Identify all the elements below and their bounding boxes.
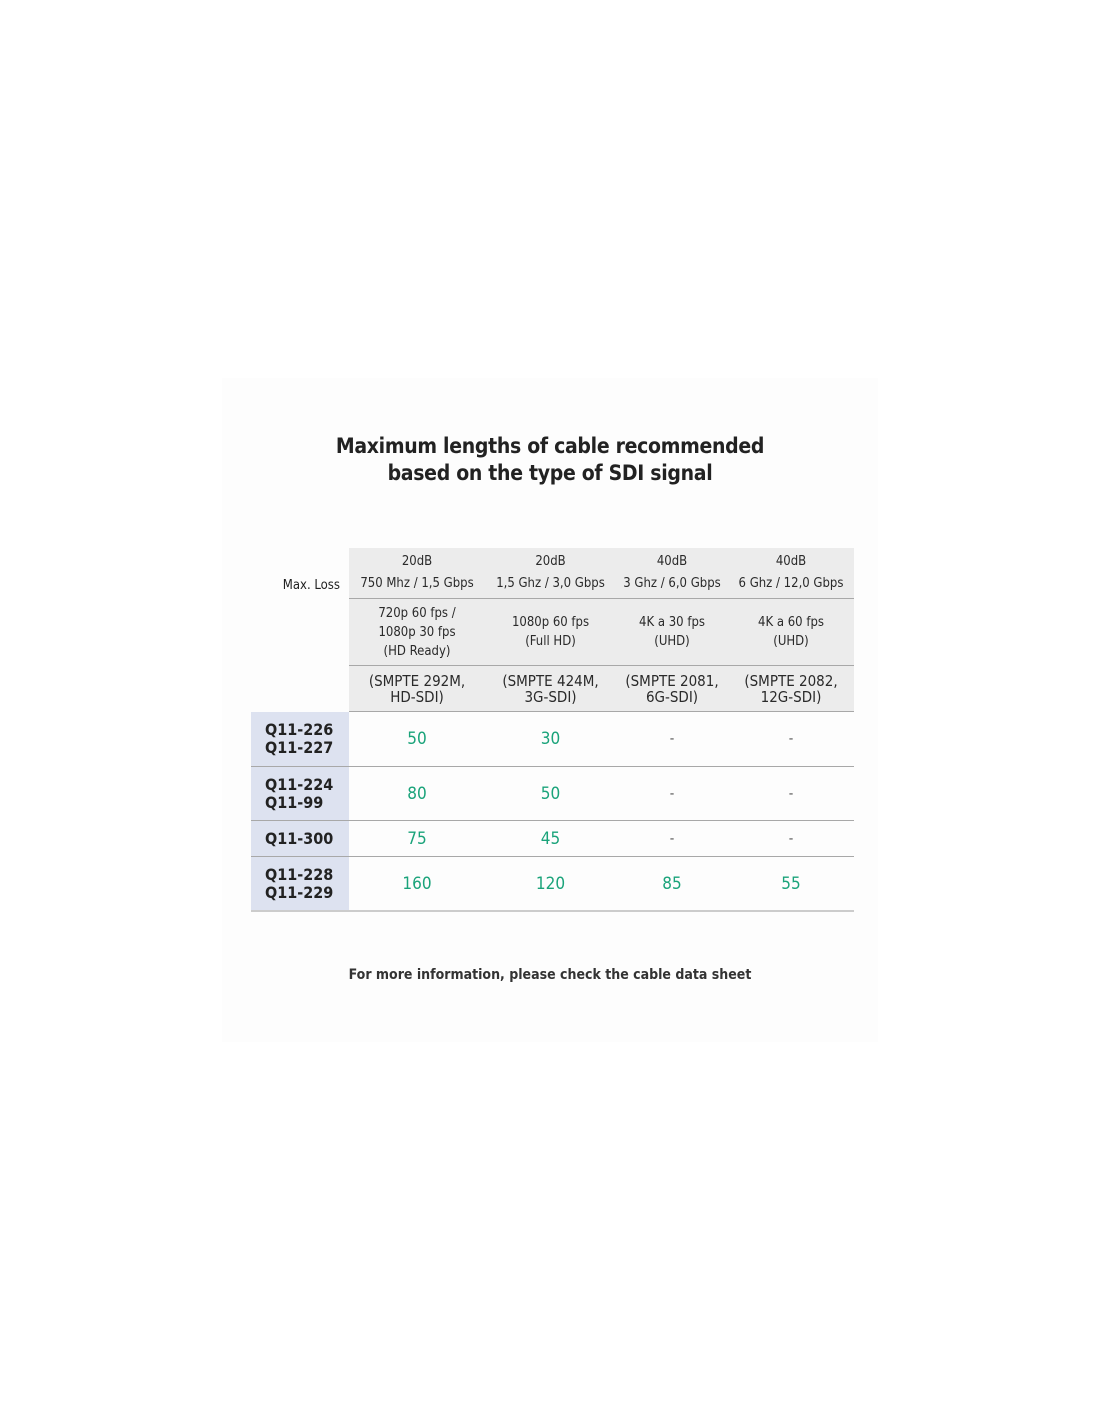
model-code: Q11-228 [265,864,334,884]
max-loss-label: Max. Loss [282,577,340,593]
page-title: Maximum lengths of cable recommended bas… [0,433,1100,487]
table-row: Q11-224 Q11-99 80 50- - [251,766,854,821]
model-code: Q11-99 [265,792,324,812]
length-value: - [728,766,854,821]
empty-cell [251,666,349,712]
model-code: Q11-229 [265,882,334,902]
length-value: - [616,766,728,821]
header-format: 4K a 30 fps (UHD) [616,598,728,666]
length-value: 80 [349,766,485,821]
model-cell: Q11-226 Q11-227 [251,711,349,767]
model-code: Q11-300 [265,828,334,848]
length-value: 160 [349,856,485,912]
header-loss-bandwidth: 20dB 750 Mhz / 1,5 Gbps [349,548,485,599]
length-value: 75 [349,820,485,857]
header-standard: (SMPTE 292M, HD-SDI) [349,665,485,712]
length-value: 50 [485,766,616,821]
length-value: - [616,711,728,767]
model-cell: Q11-228 Q11-229 [251,856,349,912]
model-cell: Q11-224 Q11-99 [251,766,349,821]
footer-note: For more information, please check the c… [348,967,752,983]
length-value: 55 [728,856,854,912]
header-format: 1080p 60 fps (Full HD) [485,598,616,666]
table-row: Q11-226 Q11-227 50 30- - [251,711,854,767]
model-code: Q11-227 [265,737,334,757]
title-line: Maximum lengths of cable recommended [335,434,765,458]
table-row: Q11-228 Q11-229 160 120 85 55 [251,856,854,912]
length-value: 50 [349,711,485,767]
header-standard: (SMPTE 2082, 12G-SDI) [728,665,854,712]
model-code: Q11-224 [265,774,334,794]
header-standard: (SMPTE 424M, 3G-SDI) [485,665,616,712]
header-format: 4K a 60 fps (UHD) [728,598,854,666]
length-value: 120 [485,856,616,912]
length-value: 85 [616,856,728,912]
header-loss-bandwidth: 40dB 6 Ghz / 12,0 Gbps [728,548,854,599]
header-loss-bandwidth: 20dB 1,5 Ghz / 3,0 Gbps [485,548,616,599]
length-value: - [728,820,854,857]
empty-cell [251,599,349,666]
model-cell: Q11-300 [251,820,349,857]
header-format: 720p 60 fps /1080p 30 fps (HD Ready) [349,598,485,666]
title-line: based on the type of SDI signal [387,461,713,485]
length-value: - [616,820,728,857]
length-value: 45 [485,820,616,857]
header-loss-bandwidth: 40dB 3 Ghz / 6,0 Gbps [616,548,728,599]
length-value: 30 [485,711,616,767]
length-value: - [728,711,854,767]
model-code: Q11-226 [265,719,334,739]
table-row: Q11-300 75 45- - [251,820,854,857]
header-standard: (SMPTE 2081, 6G-SDI) [616,665,728,712]
cable-length-table: Max. Loss 20dB 750 Mhz / 1,5 Gbps 20dB 1,5… [251,548,854,912]
